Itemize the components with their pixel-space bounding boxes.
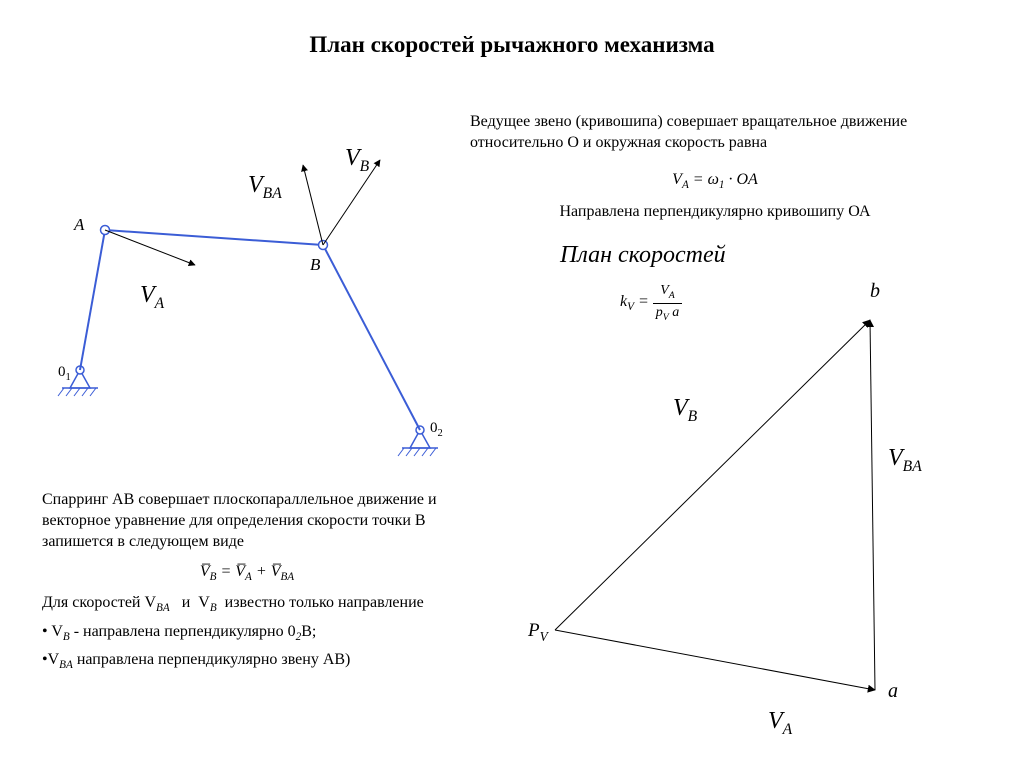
vector-vba-plan [870, 320, 875, 690]
lower-text-2: Для скоростей VBA и VB известно только н… [42, 593, 482, 616]
formula-vb: V̅B = V̅A + V̅BA [42, 562, 452, 585]
intro-text-2: Направлена перпендикулярно кривошипу ОА [470, 202, 960, 223]
link-o1a [80, 230, 105, 370]
bullet-2: •VBA направлена перпендикулярно звену АВ… [42, 650, 482, 673]
label-va-plan: VA [768, 708, 792, 739]
intro-text-1: Ведущее звено (кривошипа) совершает вращ… [470, 112, 960, 154]
label-o1: 01 [58, 364, 71, 383]
lower-text-1: Спарринг АВ совершает плоскопараллельное… [42, 490, 452, 552]
label-o2: 02 [430, 420, 443, 439]
mechanism-diagram [0, 0, 480, 480]
label-a: A [74, 215, 84, 235]
link-bo2 [323, 245, 420, 430]
label-b-plan: b [870, 280, 880, 303]
formula-va: VA = ω1 · OA [470, 170, 960, 193]
label-vb-mech: VB [345, 145, 369, 176]
vector-va-plan [555, 630, 875, 690]
label-pv: PV [528, 620, 548, 645]
vector-vb-plan [555, 320, 870, 630]
label-va-mech: VA [140, 282, 164, 313]
label-b: B [310, 255, 320, 275]
label-vb-plan: VB [673, 395, 697, 426]
label-vba-mech: VBA [248, 172, 282, 203]
vector-vba [303, 165, 323, 245]
bullet-1: • VB - направлена перпендикулярно 02B; [42, 622, 482, 645]
label-a-plan: a [888, 680, 898, 703]
label-vba-plan: VBA [888, 445, 922, 476]
velocity-plan-diagram [480, 260, 980, 760]
